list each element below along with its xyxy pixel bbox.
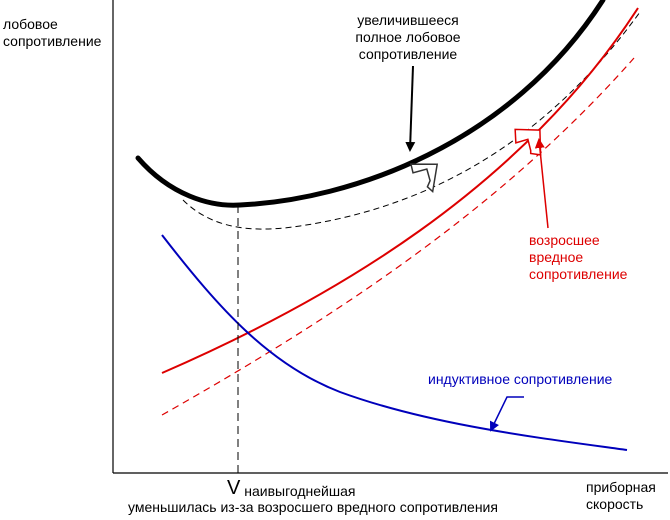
total-increase-hollow-arrow xyxy=(409,163,439,194)
x-axis-label: приборная скорость xyxy=(586,479,656,513)
induced-drag-curve xyxy=(161,234,628,451)
increased-total-drag-label: увеличившееся полное лобовое сопротивлен… xyxy=(338,12,478,63)
increased-total-drag-line3: сопротивление xyxy=(358,46,458,62)
parasite-increase-hollow-arrow xyxy=(514,128,542,156)
induced-label-leader-arrow xyxy=(489,396,524,432)
best-speed-symbol: V xyxy=(227,477,241,499)
increased-total-drag-line1: увеличившееся xyxy=(357,12,459,28)
total-label-leader-arrow xyxy=(405,65,416,152)
increased-parasite-drag-line2: вредное xyxy=(529,249,584,265)
increased-parasite-drag-line3: сопротивление xyxy=(529,266,628,282)
total-drag-increased-curve xyxy=(135,0,606,208)
increased-parasite-drag-line1: возросшее xyxy=(529,232,600,248)
y-axis-label-line1: лобовое xyxy=(3,16,58,32)
induced-drag-label-text: индуктивное сопротивление xyxy=(428,371,613,387)
y-axis-label-line2: сопротивление xyxy=(3,33,102,49)
total-drag-original-curve xyxy=(182,11,641,230)
best-speed-note-text: уменьшилась из-за возросшего вредного со… xyxy=(128,499,498,515)
increased-total-drag-line2: полное лобовое xyxy=(355,29,461,45)
y-axis-label: лобовое сопротивление xyxy=(3,16,101,50)
parasite-drag-increased-curve xyxy=(161,7,639,374)
induced-drag-label: индуктивное сопротивление xyxy=(428,371,612,388)
best-speed-subscript: наивыгоднейшая xyxy=(244,483,356,499)
best-speed-note: уменьшилась из-за возросшего вредного со… xyxy=(128,499,498,516)
parasite-drag-original-curve xyxy=(161,57,635,416)
x-axis-label-line2: скорость xyxy=(586,496,644,512)
parasite-label-leader-arrow xyxy=(534,138,549,229)
x-axis-label-line1: приборная xyxy=(586,479,656,495)
increased-parasite-drag-label: возросшее вредное сопротивление xyxy=(529,232,627,283)
best-speed-label: V наивыгоднейшая xyxy=(227,477,356,499)
